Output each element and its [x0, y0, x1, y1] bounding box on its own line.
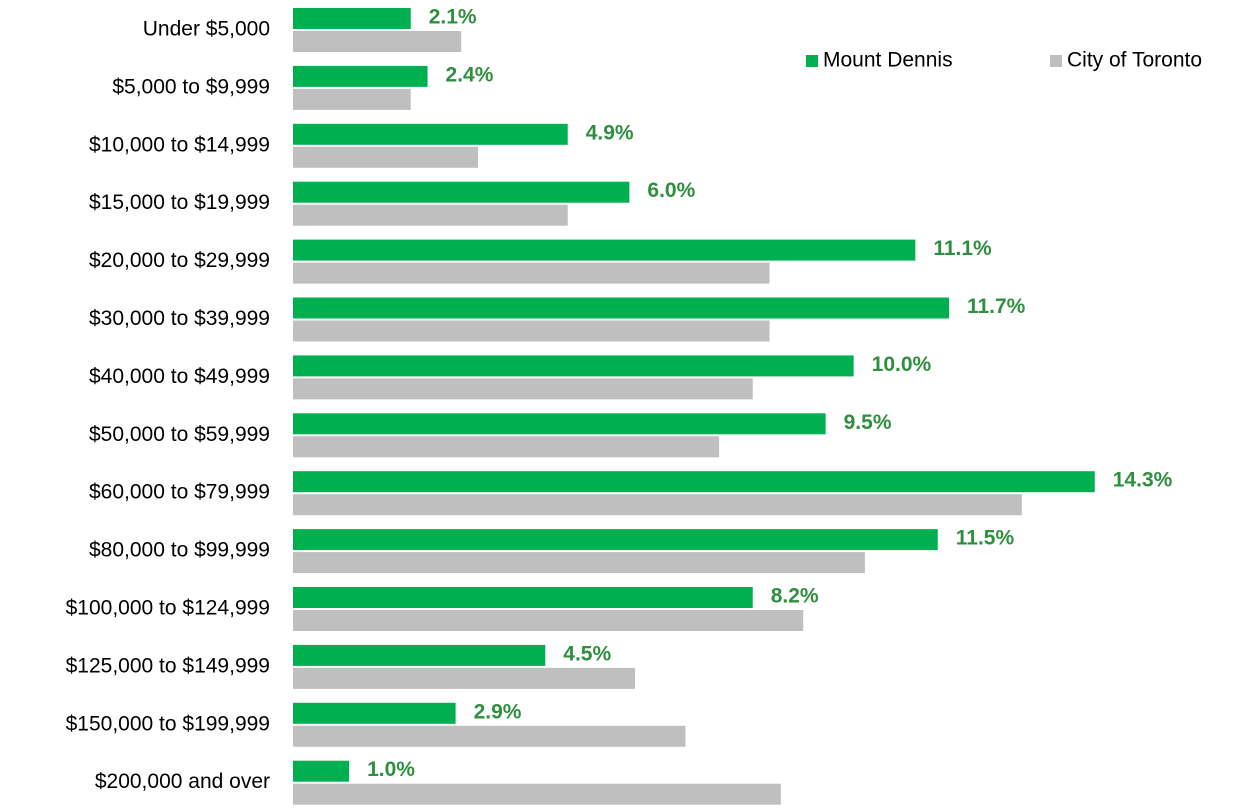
bar: [293, 262, 770, 284]
value-label: 6.0%: [647, 179, 695, 202]
bar: [293, 471, 1095, 493]
bar: [293, 760, 350, 782]
bar: [293, 239, 916, 261]
y-tick-label: $5,000 to $9,999: [112, 75, 270, 98]
bar: [293, 702, 456, 724]
bar: [293, 65, 428, 87]
y-tick-label: $200,000 and over: [95, 770, 270, 793]
value-label: 2.1%: [429, 6, 477, 29]
value-label: 9.5%: [844, 411, 892, 434]
y-tick-label: $125,000 to $149,999: [66, 654, 270, 677]
legend-label: City of Toronto: [1067, 49, 1202, 72]
y-tick-label: $10,000 to $14,999: [89, 133, 270, 156]
y-tick-label: $40,000 to $49,999: [89, 365, 270, 388]
bar: [293, 123, 568, 145]
y-tick-label: $50,000 to $59,999: [89, 423, 270, 446]
value-label: 11.5%: [956, 527, 1015, 550]
bar: [293, 552, 865, 574]
legend-swatch: [806, 55, 818, 67]
y-tick-label: $15,000 to $19,999: [89, 191, 270, 214]
value-label: 14.3%: [1113, 469, 1173, 492]
y-tick-label: $60,000 to $79,999: [89, 481, 270, 504]
value-label: 2.9%: [474, 700, 522, 723]
bar: [293, 320, 770, 342]
legend-swatch: [1050, 55, 1062, 67]
y-tick-label: $20,000 to $29,999: [89, 249, 270, 272]
y-tick-label: $80,000 to $99,999: [89, 539, 270, 562]
bar: [293, 667, 636, 689]
bar: [293, 587, 753, 608]
y-tick-label: $100,000 to $124,999: [66, 597, 270, 620]
bar: [293, 204, 568, 226]
value-label: 2.4%: [446, 63, 494, 86]
value-label: 4.9%: [586, 121, 634, 144]
bar: [293, 413, 826, 435]
y-tick-label: $150,000 to $199,999: [66, 712, 270, 735]
bar: [293, 31, 462, 52]
bar: [293, 146, 479, 168]
bar: [293, 8, 411, 29]
bar: [293, 529, 938, 551]
value-label: 10.0%: [872, 353, 932, 376]
legend-label: Mount Dennis: [823, 49, 953, 72]
bar: [293, 783, 781, 805]
bar: [293, 725, 686, 747]
value-label: 11.7%: [967, 295, 1026, 318]
bar: [293, 436, 720, 458]
value-label: 8.2%: [771, 585, 819, 608]
bar: [293, 181, 630, 203]
bar: [293, 644, 546, 666]
y-tick-label: $30,000 to $39,999: [89, 307, 270, 330]
bar: [293, 610, 804, 631]
bar: [293, 378, 753, 400]
bar: [293, 355, 854, 377]
bar: [293, 297, 949, 319]
value-label: 4.5%: [563, 642, 611, 665]
value-label: 1.0%: [367, 758, 415, 781]
bar: [293, 88, 411, 110]
value-label: 11.1%: [933, 237, 992, 260]
y-tick-label: Under $5,000: [143, 18, 270, 41]
bar: [293, 494, 1022, 516]
